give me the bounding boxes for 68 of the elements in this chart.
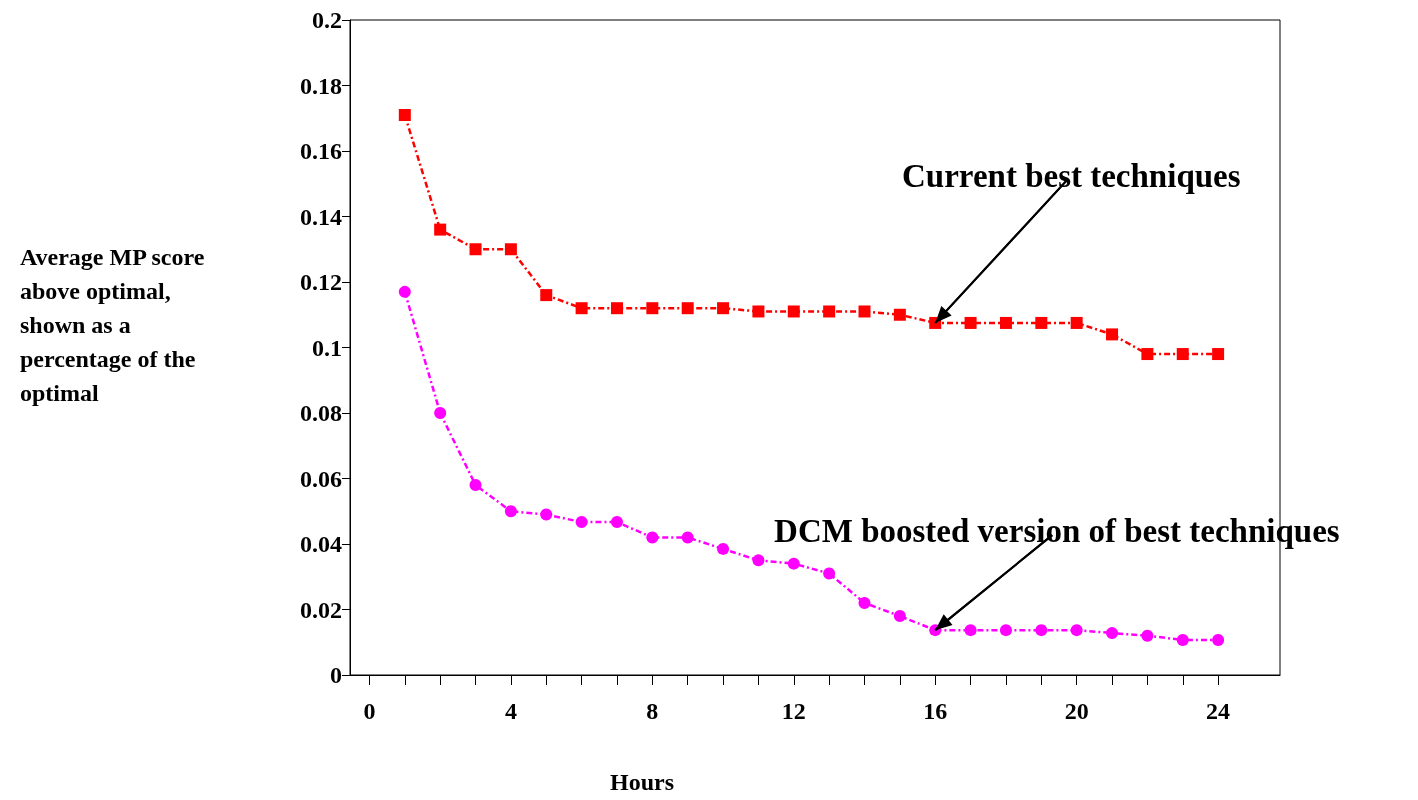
x-tick-label: 0 — [363, 698, 376, 724]
point — [1106, 627, 1119, 640]
point — [1035, 316, 1048, 329]
y-tick-label: 0 — [330, 662, 342, 688]
y-tick-label: 0.04 — [300, 531, 342, 557]
point — [398, 108, 411, 121]
y-axis-title: Average MP score above optimal, shown as a percentage of the optimal — [20, 244, 211, 406]
point — [646, 531, 659, 544]
y-tick-label: 0.06 — [300, 465, 342, 492]
x-tick-label: 24 — [1206, 698, 1231, 724]
point — [787, 557, 800, 570]
point — [823, 567, 836, 580]
point — [717, 302, 730, 315]
y-tick-label: 0.2 — [312, 7, 342, 33]
point — [717, 542, 730, 555]
point — [893, 308, 906, 321]
annotation: Current best techniques — [902, 157, 1241, 194]
point — [540, 289, 553, 302]
x-tick-label: 4 — [504, 698, 517, 724]
y-tick-label: 0.16 — [300, 138, 342, 164]
point — [893, 610, 906, 623]
y-tick-label: 0.08 — [300, 400, 342, 426]
point — [1141, 348, 1154, 361]
x-tick-label: 8 — [646, 698, 659, 724]
point — [575, 516, 588, 529]
x-axis-title: Hours — [610, 769, 675, 795]
point — [434, 407, 447, 419]
point — [504, 243, 517, 256]
point — [964, 316, 977, 329]
point — [858, 305, 871, 318]
point — [1070, 624, 1083, 637]
point — [1212, 633, 1225, 646]
point — [1070, 316, 1083, 329]
x-tick-label: 20 — [1064, 698, 1089, 724]
point — [823, 305, 836, 318]
y-tick-label: 0.14 — [300, 203, 342, 230]
point — [469, 479, 482, 492]
point — [1176, 633, 1189, 646]
point — [575, 302, 588, 315]
annotation: DCM boosted version of best techniques — [774, 513, 1340, 550]
point — [610, 516, 623, 529]
y-tick-label: 0.02 — [300, 596, 342, 623]
point — [469, 243, 482, 256]
y-tick-label: 0.18 — [300, 72, 342, 99]
point — [752, 305, 765, 318]
point — [504, 505, 517, 518]
point — [1212, 348, 1225, 361]
y-tick-label: 0.12 — [300, 269, 342, 295]
point — [398, 285, 411, 298]
point — [752, 554, 765, 567]
point — [681, 531, 694, 544]
point — [540, 508, 553, 521]
point — [1141, 629, 1154, 642]
point — [610, 302, 623, 315]
point — [964, 624, 977, 637]
point — [999, 316, 1012, 329]
y-tick-label: 0.1 — [312, 334, 342, 361]
point — [787, 305, 800, 318]
point — [858, 596, 871, 609]
point — [999, 624, 1012, 637]
x-tick-label: 12 — [781, 698, 806, 724]
point — [1035, 624, 1048, 637]
point — [1176, 348, 1189, 361]
point — [646, 302, 659, 315]
point — [681, 302, 694, 315]
point — [434, 223, 447, 236]
x-tick-label: 16 — [923, 698, 948, 724]
point — [1106, 328, 1119, 341]
